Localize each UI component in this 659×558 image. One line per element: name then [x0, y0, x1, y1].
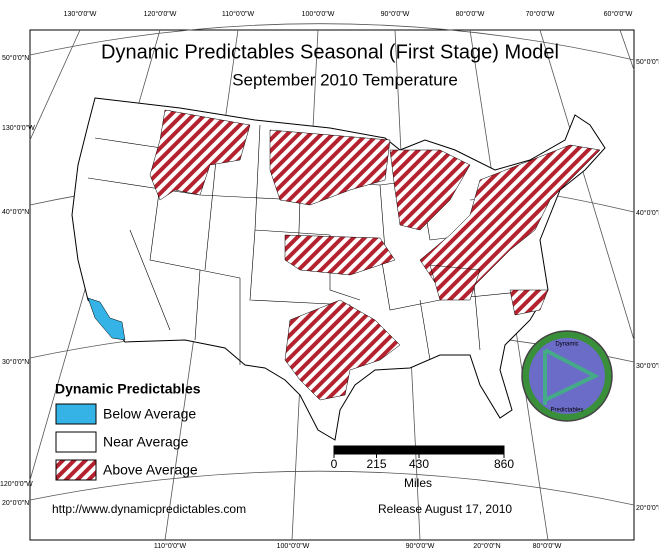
graticule-label: 20°0'0"N — [473, 542, 500, 550]
logo-bottom-text: Predictables — [550, 408, 583, 414]
graticule-label: 130°0'0"W — [2, 124, 35, 132]
graticule-label: 30°0'0"N — [2, 358, 29, 366]
graticule-label: 40°0'0"N — [636, 209, 659, 217]
graticule-label: 110°0'0"W — [222, 10, 255, 18]
above-average-areas — [149, 109, 601, 401]
scale-label: 430 — [409, 457, 429, 471]
legend-swatch — [55, 431, 97, 453]
graticule-label: 50°0'0"N — [636, 58, 659, 66]
map-title: Dynamic Predictables Seasonal (First Sta… — [101, 41, 559, 63]
legend-label: Above Average — [103, 462, 198, 478]
graticule-label: 90°0'0"W — [381, 10, 410, 18]
graticule-label: 80°0'0"W — [533, 542, 562, 550]
graticule-label: 120°0'0"W — [0, 480, 33, 488]
graticule-label: 80°0'0"W — [456, 10, 485, 18]
graticule-label: 110°0'0"W — [154, 542, 187, 550]
map-subtitle: September 2010 Temperature — [232, 70, 458, 89]
release-date: Release August 17, 2010 — [378, 502, 512, 516]
scale-label: 0 — [331, 457, 338, 471]
graticule-label: 130°0'0"W — [64, 10, 97, 18]
graticule-label: 20°0'0"N — [636, 504, 659, 512]
graticule-label: 20°0'0"N — [2, 499, 29, 507]
below-average-area — [87, 297, 126, 341]
legend: Dynamic Predictables — [55, 381, 201, 397]
website-url: http://www.dynamicpredictables.com — [52, 502, 246, 516]
graticule-label: 40°0'0"N — [2, 208, 29, 216]
graticule-label: 30°0'0"N — [636, 362, 659, 370]
graticule-label: 60°0'0"W — [604, 10, 633, 18]
legend-title: Dynamic Predictables — [55, 381, 201, 397]
logo: Dynamic Predictables — [521, 330, 613, 422]
graticule-label: 50°0'0"N — [2, 54, 29, 62]
legend-label: Below Average — [103, 406, 196, 422]
legend-label: Near Average — [103, 434, 189, 450]
legend-swatch — [55, 459, 97, 481]
graticule-label: 100°0'0"W — [302, 10, 335, 18]
us-map — [71, 97, 606, 441]
scale-unit: Miles — [404, 476, 432, 490]
graticule-label: 120°0'0"W — [144, 10, 177, 18]
scale-label: 860 — [494, 457, 514, 471]
legend-swatch — [55, 403, 97, 425]
graticule-label: 100°0'0"W — [277, 542, 310, 550]
graticule-label: 90°0'0"W — [406, 542, 435, 550]
scale-label: 215 — [366, 457, 386, 471]
graticule-label: 70°0'0"W — [526, 10, 555, 18]
logo-top-text: Dynamic — [555, 342, 578, 348]
